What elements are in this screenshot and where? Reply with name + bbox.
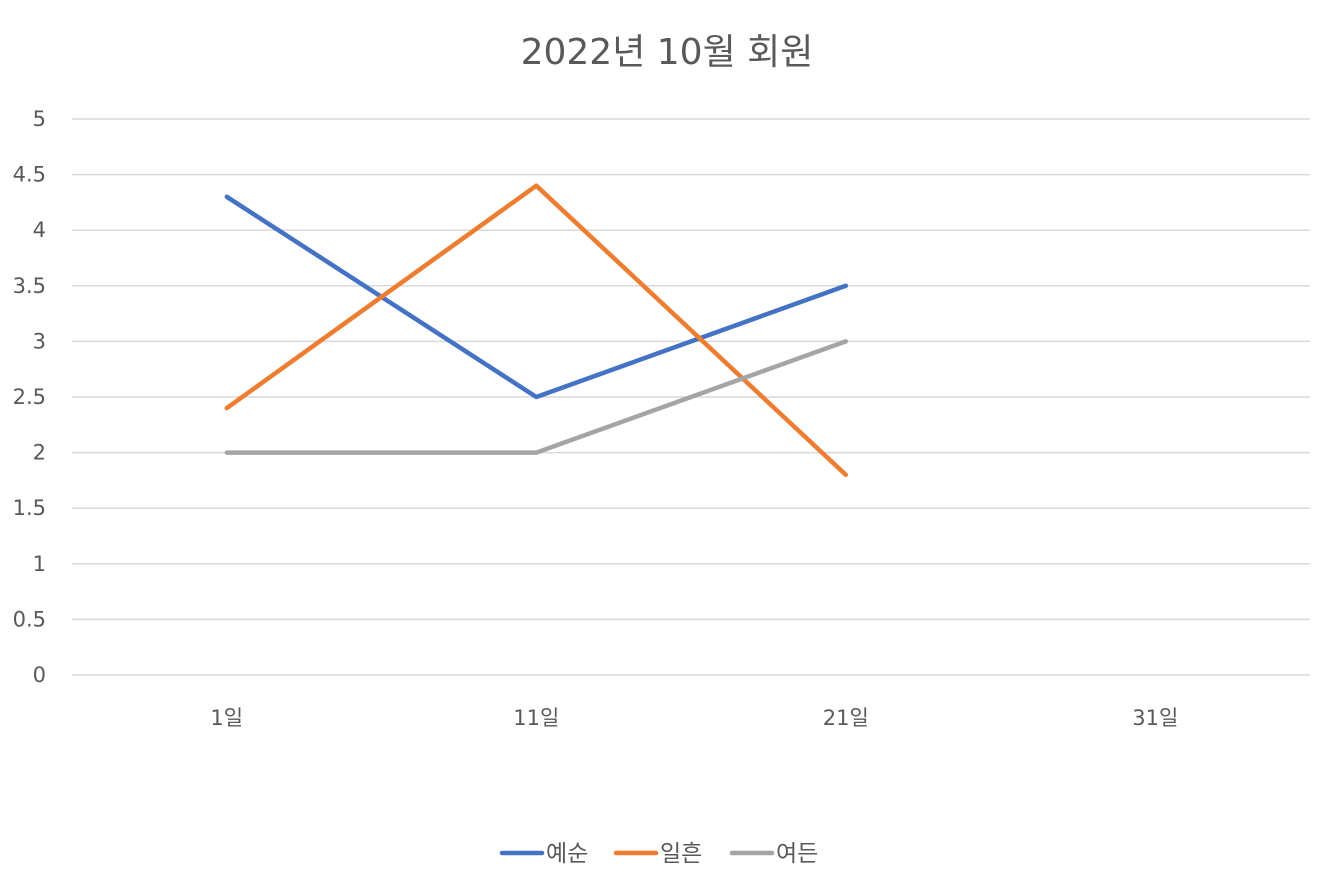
y-tick-label: 4	[33, 218, 46, 242]
series-lines	[224, 183, 849, 478]
y-tick-label: 0.5	[13, 607, 46, 631]
legend-item: 일흔	[613, 841, 702, 867]
x-tick-label: 11일	[513, 706, 559, 730]
x-tick-label: 21일	[823, 706, 869, 730]
x-tick-label: 31일	[1132, 706, 1178, 730]
legend-label: 일흔	[660, 841, 702, 867]
y-tick-label: 3.5	[13, 274, 46, 298]
y-tick-label: 0	[33, 663, 46, 687]
y-tick-label: 5	[33, 107, 46, 131]
legend: 예순 일흔 여든	[499, 841, 818, 867]
y-tick-label: 2.5	[13, 385, 46, 409]
legend-item: 여든	[729, 841, 818, 867]
legend-label: 여든	[776, 841, 818, 867]
y-tick-label: 4.5	[13, 163, 46, 187]
series-line-1	[224, 194, 849, 400]
x-tick-label: 1일	[210, 706, 243, 730]
x-axis-tick-labels: 1일 11일 21일 31일	[210, 706, 1178, 730]
y-axis-tick-labels: 0 0.5 1 1.5 2 2.5 3 3.5 4 4.5 5	[13, 107, 46, 687]
series-line-3	[224, 339, 849, 455]
y-tick-label: 1	[33, 552, 46, 576]
y-tick-label: 1.5	[13, 496, 46, 520]
series-line-2	[224, 183, 849, 478]
legend-label: 예순	[546, 841, 588, 867]
chart-title: 2022년 10월 회원	[521, 32, 814, 73]
legend-item: 예순	[499, 841, 588, 867]
y-tick-label: 2	[33, 441, 46, 465]
y-tick-label: 3	[33, 329, 46, 353]
